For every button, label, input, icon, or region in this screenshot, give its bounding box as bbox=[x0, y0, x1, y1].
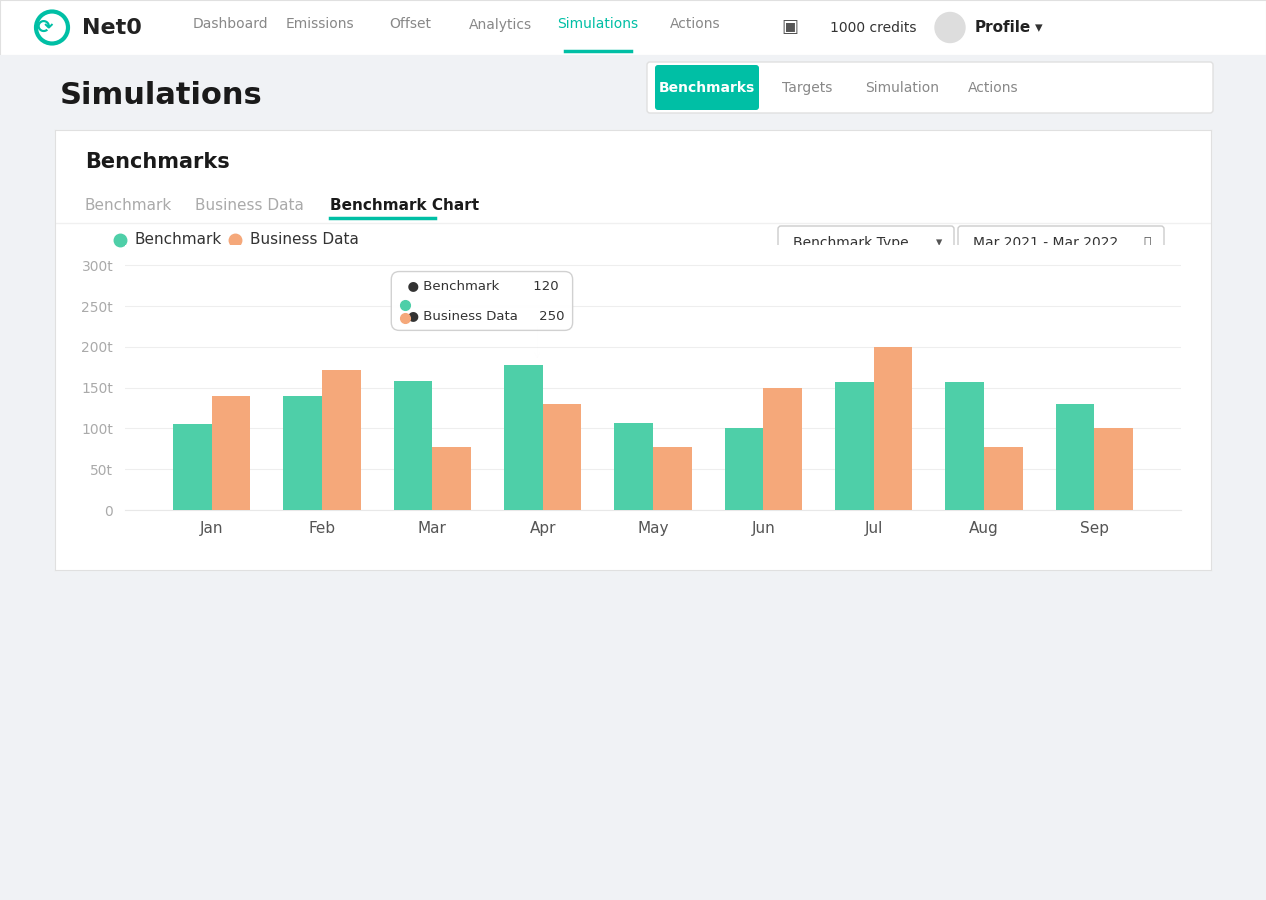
Text: Business Data: Business Data bbox=[195, 197, 304, 212]
Bar bbox=[504, 364, 543, 510]
Text: Benchmark: Benchmark bbox=[85, 197, 172, 212]
Bar bbox=[1056, 404, 1094, 510]
Text: ● Benchmark        120

  ● Business Data     250: ● Benchmark 120 ● Business Data 250 bbox=[399, 280, 565, 322]
Text: ▾: ▾ bbox=[936, 237, 942, 249]
Text: Actions: Actions bbox=[967, 81, 1018, 95]
Bar bbox=[322, 370, 361, 510]
Bar bbox=[543, 404, 581, 510]
Bar bbox=[1094, 428, 1133, 510]
Bar bbox=[653, 447, 691, 510]
Text: Benchmark Type: Benchmark Type bbox=[793, 236, 909, 250]
Text: Profile: Profile bbox=[975, 20, 1032, 35]
Text: Analytics: Analytics bbox=[468, 17, 532, 32]
Circle shape bbox=[936, 13, 965, 42]
Bar bbox=[432, 447, 471, 510]
Text: Mar 2021 - Mar 2022: Mar 2021 - Mar 2022 bbox=[974, 236, 1118, 250]
Text: Simulations: Simulations bbox=[60, 80, 263, 110]
Text: Business Data: Business Data bbox=[249, 232, 358, 248]
Text: Actions: Actions bbox=[670, 17, 720, 32]
Bar bbox=[874, 346, 913, 510]
FancyBboxPatch shape bbox=[779, 226, 955, 260]
Text: Net0: Net0 bbox=[82, 17, 142, 38]
Bar bbox=[763, 388, 801, 510]
Text: Benchmarks: Benchmarks bbox=[658, 81, 755, 95]
Text: Benchmark Chart: Benchmark Chart bbox=[330, 197, 479, 212]
Bar bbox=[284, 396, 322, 510]
FancyBboxPatch shape bbox=[647, 62, 1213, 113]
Text: Emissions: Emissions bbox=[286, 17, 354, 32]
Text: Simulation: Simulation bbox=[865, 81, 939, 95]
FancyBboxPatch shape bbox=[958, 226, 1163, 260]
Text: Benchmarks: Benchmarks bbox=[85, 152, 229, 172]
FancyBboxPatch shape bbox=[655, 65, 760, 110]
Bar bbox=[614, 423, 653, 510]
Text: 1000 credits: 1000 credits bbox=[830, 21, 917, 34]
Bar bbox=[836, 382, 874, 510]
Bar bbox=[984, 447, 1023, 510]
Bar bbox=[946, 382, 984, 510]
Text: ▣: ▣ bbox=[781, 19, 799, 37]
Text: Offset: Offset bbox=[389, 17, 430, 32]
Text: 📅: 📅 bbox=[1143, 237, 1151, 249]
Text: Benchmark: Benchmark bbox=[135, 232, 223, 248]
Text: ▾: ▾ bbox=[1036, 20, 1043, 35]
Bar bbox=[724, 428, 763, 510]
Bar bbox=[394, 382, 432, 510]
Text: Dashboard: Dashboard bbox=[192, 17, 268, 32]
Text: ⟳: ⟳ bbox=[37, 18, 53, 37]
Bar bbox=[173, 425, 211, 510]
Bar bbox=[211, 396, 251, 510]
Text: Targets: Targets bbox=[782, 81, 832, 95]
Text: Simulations: Simulations bbox=[557, 17, 638, 32]
